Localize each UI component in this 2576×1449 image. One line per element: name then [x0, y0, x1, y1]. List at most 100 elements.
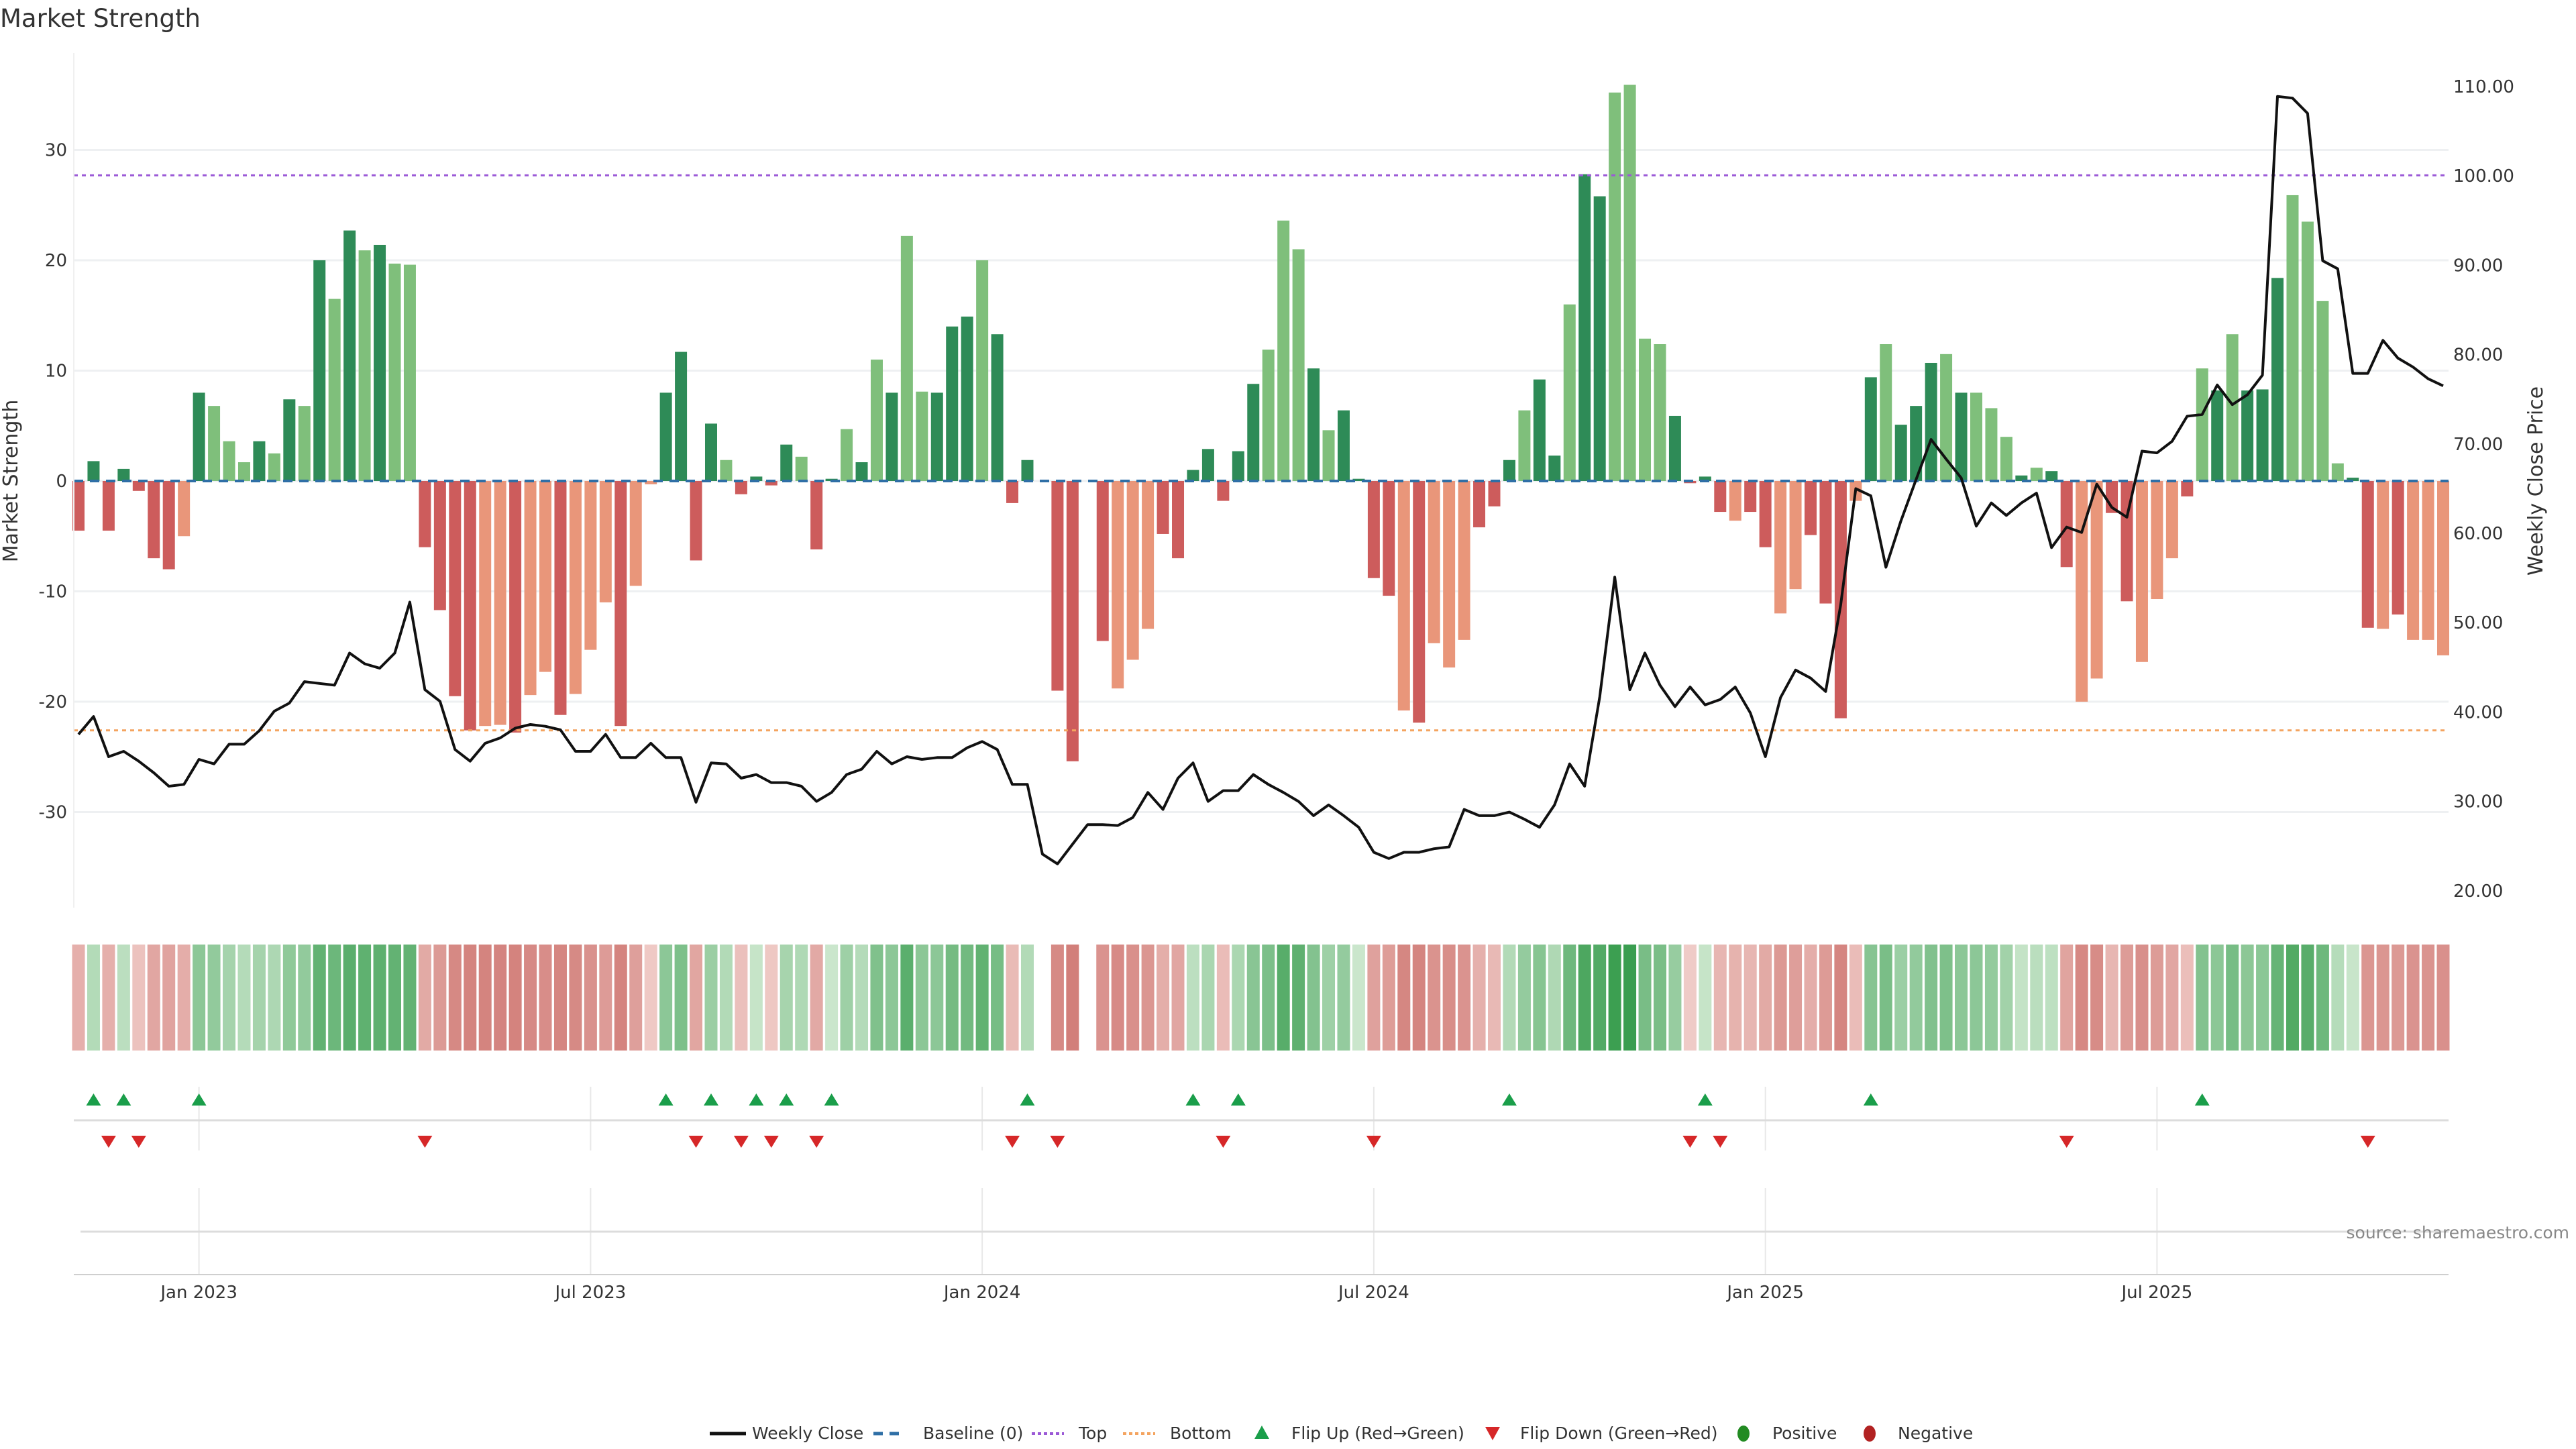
strength-bar	[976, 260, 989, 481]
heatmap-cell	[1563, 945, 1576, 1051]
legend-item[interactable]: Top	[1032, 1424, 1107, 1443]
heatmap-cell	[945, 945, 959, 1051]
strength-bar	[2271, 278, 2284, 481]
legend-label: Baseline (0)	[923, 1424, 1023, 1443]
strength-bar	[268, 453, 280, 481]
heatmap-cell	[2271, 945, 2284, 1051]
strength-bar	[1533, 379, 1546, 481]
y2-tick-label: 110.00	[2453, 77, 2514, 97]
strength-bar	[208, 406, 221, 481]
y-tick-label: -10	[39, 582, 67, 602]
heatmap-cell	[584, 945, 597, 1051]
strength-bar	[298, 406, 311, 481]
heatmap-cell	[644, 945, 657, 1051]
heatmap-cell	[1864, 945, 1878, 1051]
flip-up-marker	[1501, 1093, 1517, 1106]
strength-bar	[2377, 481, 2390, 629]
heatmap-cell	[1020, 945, 1034, 1051]
circle-icon	[1864, 1426, 1876, 1442]
heatmap-cell	[298, 945, 311, 1051]
y-tick-label: -30	[39, 803, 67, 823]
strength-bar	[449, 481, 462, 696]
y-tick-label: 10	[45, 362, 67, 382]
flip-down-marker	[1682, 1136, 1698, 1148]
flip-down-marker	[1366, 1136, 1381, 1148]
legend-item[interactable]: Negative	[1864, 1424, 1973, 1443]
heatmap-cell	[991, 945, 1004, 1051]
strength-bar	[1066, 481, 1079, 761]
y-tick-label: -20	[39, 692, 67, 712]
strength-bar	[1925, 362, 1937, 481]
strength-bar	[885, 392, 898, 481]
legend-item[interactable]: Flip Up (Red→Green)	[1254, 1424, 1464, 1443]
heatmap-cell	[1668, 945, 1682, 1051]
heatmap-cell	[358, 945, 372, 1051]
strength-bar	[1714, 481, 1727, 513]
strength-bar	[1367, 481, 1380, 578]
legend-item[interactable]: Bottom	[1123, 1424, 1232, 1443]
strength-bar	[283, 399, 296, 481]
heatmap-cell	[1322, 945, 1336, 1051]
heatmap-cell	[1743, 945, 1757, 1051]
heatmap-cell	[2361, 945, 2375, 1051]
strength-bar	[1518, 410, 1531, 481]
heatmap-cell	[749, 945, 763, 1051]
flip-up-marker	[1863, 1093, 1878, 1106]
heatmap-cell	[1458, 945, 1471, 1051]
legend-label: Top	[1078, 1424, 1107, 1443]
legend-label: Positive	[1772, 1424, 1837, 1443]
strength-bar	[1503, 460, 1515, 481]
legend-item[interactable]: Weekly Close	[710, 1424, 863, 1443]
heatmap-cell	[2422, 945, 2435, 1051]
strength-bar	[1654, 344, 1666, 481]
heatmap-cell	[237, 945, 251, 1051]
heatmap-cell	[403, 945, 417, 1051]
strength-bar	[1970, 392, 1982, 481]
heatmap-cell	[433, 945, 447, 1051]
strength-bar	[1337, 410, 1350, 481]
strength-bar	[2076, 481, 2088, 702]
heatmap-cell	[87, 945, 100, 1051]
heatmap-cell	[1157, 945, 1170, 1051]
strength-bar	[1051, 481, 1064, 691]
y2-tick-label: 80.00	[2453, 345, 2503, 366]
strength-bar	[599, 481, 612, 602]
heatmap-cell	[599, 945, 612, 1051]
strength-bar	[1096, 481, 1109, 641]
flip-down-marker	[2360, 1136, 2375, 1148]
strength-bar	[1352, 478, 1365, 481]
strength-bar	[479, 481, 492, 727]
strength-bar	[494, 481, 506, 725]
strength-bar	[2045, 471, 2058, 481]
strength-bar	[645, 481, 657, 484]
heatmap-cell	[1307, 945, 1320, 1051]
y-axis-title: Market Strength	[0, 400, 23, 562]
legend-label: Flip Down (Green→Red)	[1520, 1424, 1718, 1443]
heatmap-cell	[1804, 945, 1817, 1051]
strength-bar	[1940, 354, 1953, 481]
strength-bar	[1112, 481, 1124, 689]
strength-bar	[1880, 344, 1892, 481]
strength-bar	[1307, 368, 1320, 481]
legend-item[interactable]: Baseline (0)	[873, 1424, 1023, 1443]
strength-bar	[2151, 481, 2163, 600]
legend-item[interactable]: Positive	[1737, 1424, 1837, 1443]
heatmap-cell	[1608, 945, 1621, 1051]
heatmap-cell	[870, 945, 883, 1051]
legend: Weekly Close Baseline (0) Top Bottom Flip Up…	[710, 1424, 1973, 1443]
strength-bar	[1262, 350, 1275, 481]
heatmap-cell	[1126, 945, 1140, 1051]
heatmap-cell	[704, 945, 718, 1051]
strength-bar	[1623, 85, 1636, 481]
flip-down-marker	[2059, 1136, 2074, 1148]
x-tick-label: Jan 2025	[1725, 1283, 1804, 1303]
triangle-down-icon	[1485, 1427, 1500, 1440]
legend-item[interactable]: Flip Down (Green→Red)	[1485, 1424, 1718, 1443]
strength-bar	[569, 481, 582, 694]
heatmap-cell	[328, 945, 341, 1051]
heatmap-cell	[162, 945, 176, 1051]
weekly-close-polyline	[77, 95, 2444, 865]
heatmap-cell	[1201, 945, 1215, 1051]
heatmap-cell	[1503, 945, 1516, 1051]
heatmap-cell	[478, 945, 492, 1051]
